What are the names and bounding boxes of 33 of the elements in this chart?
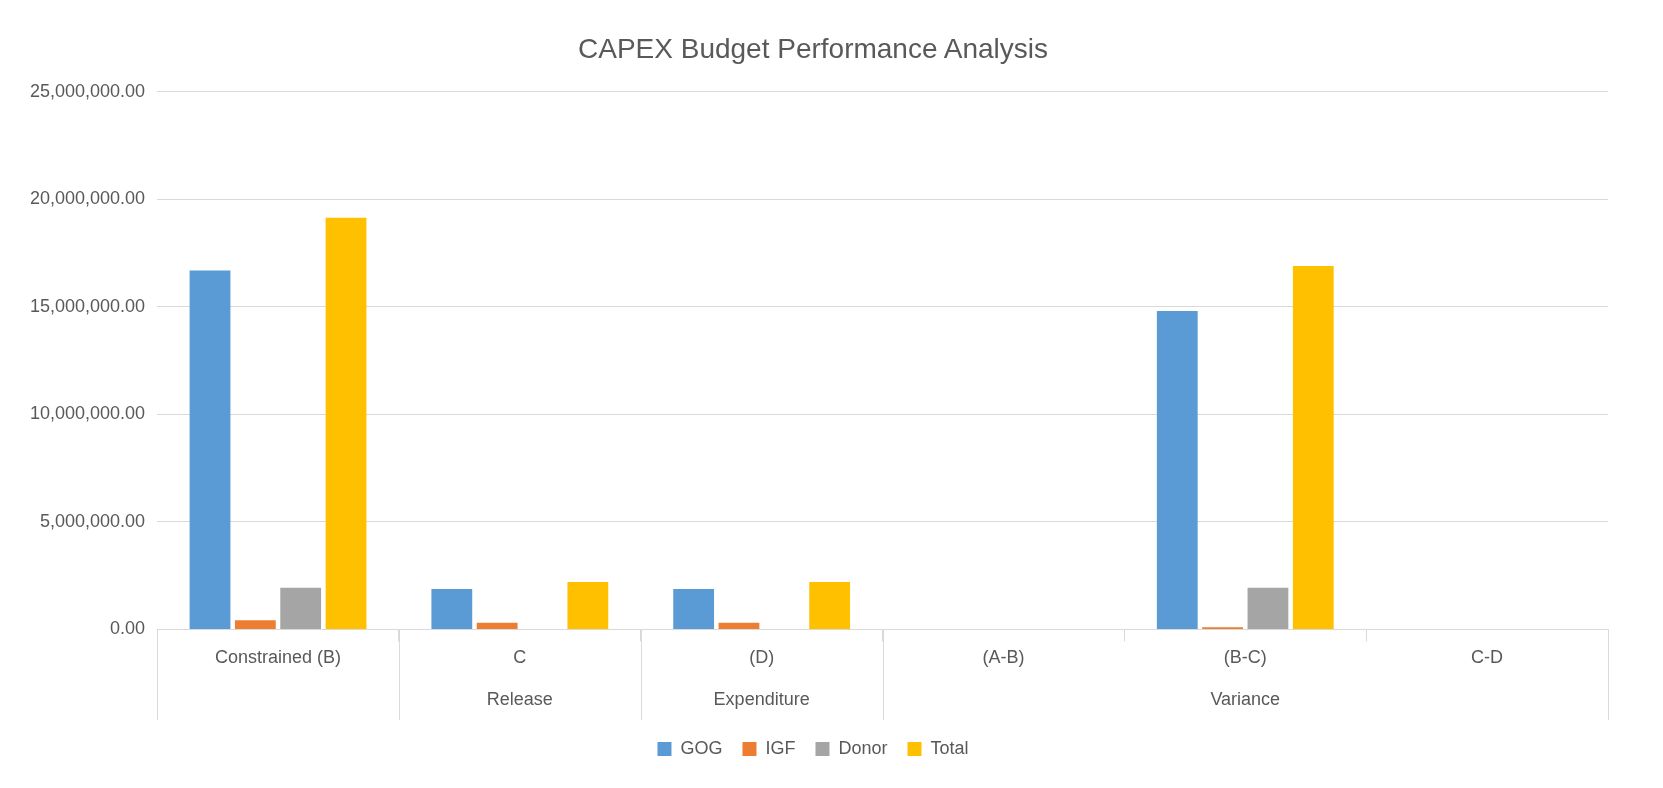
bar [476, 622, 518, 629]
chart-title: CAPEX Budget Performance Analysis [577, 32, 1049, 64]
bar [673, 588, 715, 629]
legend-label: IGF [765, 737, 796, 758]
bar [325, 217, 367, 629]
y-tick-label: 5,000,000.00 [40, 510, 146, 531]
y-tick-label: 20,000,000.00 [29, 188, 146, 209]
y-tick-label: 10,000,000.00 [29, 403, 146, 424]
text: Variance [1210, 688, 1281, 709]
x-tick-label: C-D [1471, 647, 1504, 668]
bar [567, 582, 609, 629]
x-tick-label: C [513, 647, 527, 668]
y-tick-label: 25,000,000.00 [29, 80, 146, 101]
text: Expenditure [713, 688, 810, 709]
bar [280, 587, 322, 629]
text: Release [486, 688, 553, 709]
x-tick-label: (B-C) [1223, 647, 1267, 668]
x-tick-label: (D) [749, 647, 775, 668]
bar [1292, 266, 1334, 629]
legend-label: GOG [680, 737, 723, 758]
bar [718, 622, 760, 629]
bar [1156, 311, 1198, 629]
y-tick-label: 0.00 [110, 618, 146, 639]
bar [1247, 587, 1289, 629]
bar [809, 582, 851, 629]
legend-label: Donor [838, 737, 888, 758]
x-tick-label: Constrained (B) [214, 647, 342, 668]
legend-label: Total [930, 737, 969, 758]
bar [189, 270, 231, 629]
x-tick-label: (A-B) [982, 647, 1025, 668]
y-tick-label: 15,000,000.00 [29, 295, 146, 316]
bar [431, 588, 473, 629]
bar [234, 620, 276, 629]
